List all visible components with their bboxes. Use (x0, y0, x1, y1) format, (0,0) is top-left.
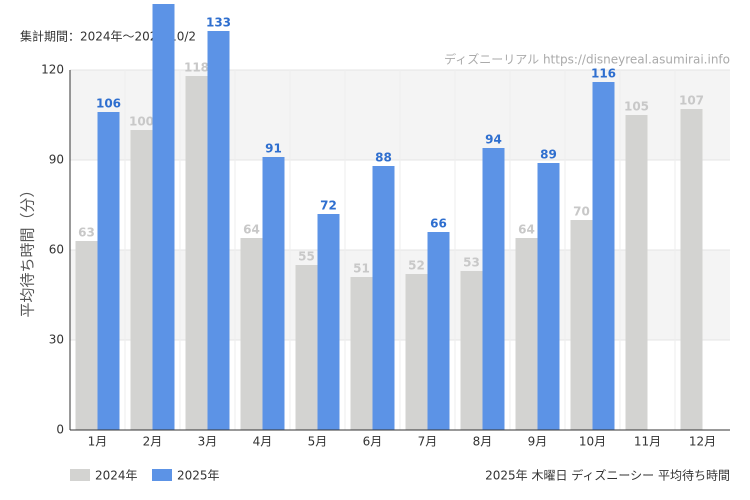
value-label: 88 (375, 151, 392, 165)
bar (680, 109, 703, 430)
value-label: 91 (265, 142, 282, 156)
x-tick-label: 9月 (528, 435, 548, 449)
value-label: 106 (96, 97, 121, 111)
source: ディズニーリアル https://disneyreal.asumirai.inf… (444, 52, 730, 67)
value-label: 116 (591, 67, 616, 81)
bar (592, 82, 615, 430)
x-tick-label: 1月 (88, 435, 108, 449)
value-label: 89 (540, 148, 557, 162)
value-label: 66 (430, 217, 447, 231)
bar (427, 232, 450, 430)
value-label: 118 (184, 61, 209, 75)
y-axis-label: 平均待ち時間（分） (19, 182, 37, 317)
legend-label: 2024年 (95, 469, 138, 483)
x-tick-label: 2月 (143, 435, 163, 449)
value-label: 72 (320, 199, 337, 213)
x-tick-label: 7月 (418, 435, 438, 449)
value-label: 64 (243, 223, 260, 237)
bar (482, 148, 505, 430)
legend-label: 2025年 (177, 469, 220, 483)
legend-swatch (152, 469, 172, 481)
x-tick-label: 6月 (363, 435, 383, 449)
bar (75, 241, 98, 430)
bar (207, 31, 230, 430)
value-label: 107 (679, 94, 704, 108)
value-label: 63 (78, 226, 95, 240)
value-label: 94 (485, 133, 502, 147)
value-label: 51 (353, 262, 370, 276)
bar (537, 163, 560, 430)
bar (515, 238, 538, 430)
x-tick-label: 10月 (579, 435, 606, 449)
bar (97, 112, 120, 430)
chart-title: 集計期間：2024年～2025/10/2 (20, 29, 196, 44)
bar (625, 115, 648, 430)
x-tick-label: 11月 (634, 435, 661, 449)
value-label: 142 (151, 0, 176, 3)
bar (405, 274, 428, 430)
bar (185, 76, 208, 430)
bar (130, 130, 153, 430)
bar (460, 271, 483, 430)
value-label: 64 (518, 223, 535, 237)
bar (317, 214, 340, 430)
value-label: 105 (624, 100, 649, 114)
y-tick-label: 0 (56, 423, 64, 437)
value-label: 55 (298, 250, 315, 264)
footer: 2025年 木曜日 ディズニーシー 平均待ち時間 (485, 468, 730, 483)
bar (152, 4, 175, 430)
bar (295, 265, 318, 430)
x-tick-label: 3月 (198, 435, 218, 449)
y-tick-label: 30 (49, 333, 64, 347)
x-tick-label: 4月 (253, 435, 273, 449)
x-tick-label: 8月 (473, 435, 493, 449)
legend-swatch (70, 469, 90, 481)
y-tick-label: 120 (41, 63, 64, 77)
x-tick-label: 5月 (308, 435, 328, 449)
value-label: 133 (206, 16, 231, 30)
x-tick-label: 12月 (689, 435, 716, 449)
value-label: 53 (463, 256, 480, 270)
value-label: 52 (408, 259, 425, 273)
bar (240, 238, 263, 430)
bar (372, 166, 395, 430)
y-tick-label: 60 (49, 243, 64, 257)
bar (262, 157, 285, 430)
value-label: 70 (573, 205, 590, 219)
bar (570, 220, 593, 430)
y-tick-label: 90 (49, 153, 64, 167)
bar (350, 277, 373, 430)
value-label: 100 (129, 115, 154, 129)
